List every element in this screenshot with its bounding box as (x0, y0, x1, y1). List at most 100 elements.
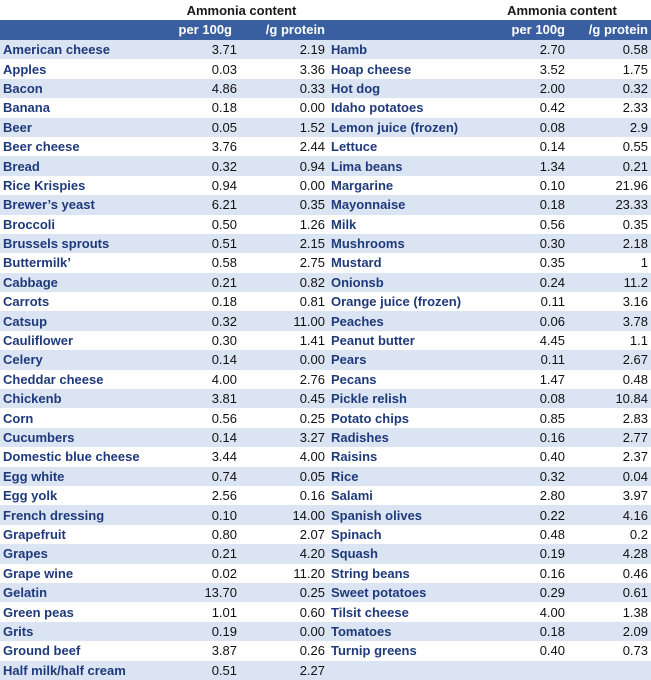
food-name-right: Pickle relish (328, 391, 473, 406)
ammonia-per100g-left: 0.51 (155, 663, 240, 678)
ammonia-per100g-right: 0.40 (473, 449, 568, 464)
table-row: Domestic blue cheese 3.44 4.00 Raisins 0.40 2… (0, 447, 651, 466)
ammonia-per100g-left: 0.18 (155, 100, 240, 115)
table-row: Cabbage 0.21 0.82 Onionsb 0.24 11.2 (0, 273, 651, 292)
ammonia-per-protein-right: 0.04 (568, 469, 651, 484)
food-name-right: Radishes (328, 430, 473, 445)
ammonia-per100g-right: 0.22 (473, 508, 568, 523)
food-name-right: Margarine (328, 178, 473, 193)
group-header-row: Ammonia content Ammonia content (0, 0, 651, 20)
food-name-left: Cucumbers (0, 430, 155, 445)
ammonia-per-protein-left: 0.35 (240, 197, 328, 212)
ammonia-per-protein-right: 2.37 (568, 449, 651, 464)
ammonia-per100g-left: 0.30 (155, 333, 240, 348)
food-name-right: Peanut butter (328, 333, 473, 348)
ammonia-per100g-right: 0.18 (473, 197, 568, 212)
food-name-left: Banana (0, 100, 155, 115)
table-row: Cauliflower 0.30 1.41 Peanut butter 4.45 1.1 (0, 331, 651, 350)
ammonia-table: Ammonia content Ammonia content per 100g… (0, 0, 651, 680)
table-row: Green peas 1.01 0.60 Tilsit cheese 4.00 1.38 (0, 602, 651, 621)
table-row: Cheddar cheese 4.00 2.76 Pecans 1.47 0.48 (0, 370, 651, 389)
food-name-right: Orange juice (frozen) (328, 294, 473, 309)
ammonia-per-protein-left: 11.00 (240, 314, 328, 329)
table-row: Beer cheese 3.76 2.44 Lettuce 0.14 0.55 (0, 137, 651, 156)
ammonia-per-protein-right: 0.58 (568, 42, 651, 57)
ammonia-per100g-left: 2.56 (155, 488, 240, 503)
ammonia-per100g-left: 13.70 (155, 585, 240, 600)
ammonia-per-protein-left: 3.27 (240, 430, 328, 445)
ammonia-per-protein-right: 0.32 (568, 81, 651, 96)
ammonia-per-protein-left: 11.20 (240, 566, 328, 581)
ammonia-per100g-left: 0.10 (155, 508, 240, 523)
ammonia-per100g-right: 2.00 (473, 81, 568, 96)
food-name-right: Onionsb (328, 275, 473, 290)
table-row: Apples 0.03 3.36 Hoap cheese 3.52 1.75 (0, 59, 651, 78)
food-name-left: Egg white (0, 469, 155, 484)
ammonia-per100g-left: 0.32 (155, 159, 240, 174)
food-name-left: American cheese (0, 42, 155, 57)
ammonia-per100g-left: 0.21 (155, 275, 240, 290)
food-name-right: Sweet potatoes (328, 585, 473, 600)
ammonia-per100g-right: 0.35 (473, 255, 568, 270)
ammonia-per100g-right: 0.18 (473, 624, 568, 639)
food-name-right: Raisins (328, 449, 473, 464)
ammonia-per100g-right: 0.14 (473, 139, 568, 154)
ammonia-per100g-right: 0.29 (473, 585, 568, 600)
table-body: American cheese 3.71 2.19 Hamb 2.70 0.58 Apple… (0, 40, 651, 680)
ammonia-per-protein-right: 0.55 (568, 139, 651, 154)
ammonia-per-protein-left: 0.60 (240, 605, 328, 620)
group-label-right: Ammonia content (473, 0, 651, 20)
ammonia-per100g-right: 3.52 (473, 62, 568, 77)
food-name-right: Pears (328, 352, 473, 367)
ammonia-per-protein-left: 0.00 (240, 624, 328, 639)
table-row: Grapes 0.21 4.20 Squash 0.19 4.28 (0, 544, 651, 563)
ammonia-per-protein-left: 2.76 (240, 372, 328, 387)
table-row: Half milk/half cream 0.51 2.27 (0, 661, 651, 680)
ammonia-per100g-left: 0.19 (155, 624, 240, 639)
ammonia-per100g-left: 0.74 (155, 469, 240, 484)
ammonia-per-protein-left: 1.41 (240, 333, 328, 348)
ammonia-per100g-right: 1.47 (473, 372, 568, 387)
ammonia-per-protein-right: 0.61 (568, 585, 651, 600)
food-name-left: Grits (0, 624, 155, 639)
ammonia-per-protein-right: 1.38 (568, 605, 651, 620)
food-name-left: Broccoli (0, 217, 155, 232)
ammonia-per100g-right: 0.56 (473, 217, 568, 232)
ammonia-per100g-right: 0.48 (473, 527, 568, 542)
ammonia-per-protein-left: 0.33 (240, 81, 328, 96)
ammonia-per-protein-right: 4.16 (568, 508, 651, 523)
ammonia-per100g-right: 0.24 (473, 275, 568, 290)
ammonia-per100g-right: 0.16 (473, 566, 568, 581)
ammonia-per100g-right: 2.70 (473, 42, 568, 57)
food-name-left: Bread (0, 159, 155, 174)
ammonia-per100g-right: 0.06 (473, 314, 568, 329)
ammonia-per100g-left: 0.21 (155, 546, 240, 561)
ammonia-per-protein-left: 0.81 (240, 294, 328, 309)
table-row: Cucumbers 0.14 3.27 Radishes 0.16 2.77 (0, 428, 651, 447)
food-name-left: Celery (0, 352, 155, 367)
food-name-right: Salami (328, 488, 473, 503)
ammonia-per-protein-right: 4.28 (568, 546, 651, 561)
food-name-right: Hot dog (328, 81, 473, 96)
ammonia-per100g-right: 0.19 (473, 546, 568, 561)
table-row: Chickenb 3.81 0.45 Pickle relish 0.08 10.84 (0, 389, 651, 408)
table-row: Beer 0.05 1.52 Lemon juice (frozen) 0.08 2.9 (0, 118, 651, 137)
ammonia-per-protein-left: 0.05 (240, 469, 328, 484)
ammonia-per100g-left: 0.02 (155, 566, 240, 581)
food-name-left: Carrots (0, 294, 155, 309)
ammonia-per100g-left: 3.76 (155, 139, 240, 154)
food-name-left: Apples (0, 62, 155, 77)
ammonia-per-protein-left: 4.20 (240, 546, 328, 561)
ammonia-per-protein-left: 0.25 (240, 585, 328, 600)
ammonia-per-protein-right: 0.46 (568, 566, 651, 581)
ammonia-per-protein-left: 2.27 (240, 663, 328, 678)
ammonia-per-protein-left: 0.25 (240, 411, 328, 426)
column-header-perprotein-right: /g protein (568, 20, 651, 40)
ammonia-per-protein-left: 0.82 (240, 275, 328, 290)
food-name-left: Cauliflower (0, 333, 155, 348)
food-name-left: Brewer’s yeast (0, 197, 155, 212)
table-row: Bread 0.32 0.94 Lima beans 1.34 0.21 (0, 156, 651, 175)
ammonia-per-protein-right: 2.83 (568, 411, 651, 426)
table-row: Ground beef 3.87 0.26 Turnip greens 0.40 0.73 (0, 641, 651, 660)
food-name-left: Egg yolk (0, 488, 155, 503)
